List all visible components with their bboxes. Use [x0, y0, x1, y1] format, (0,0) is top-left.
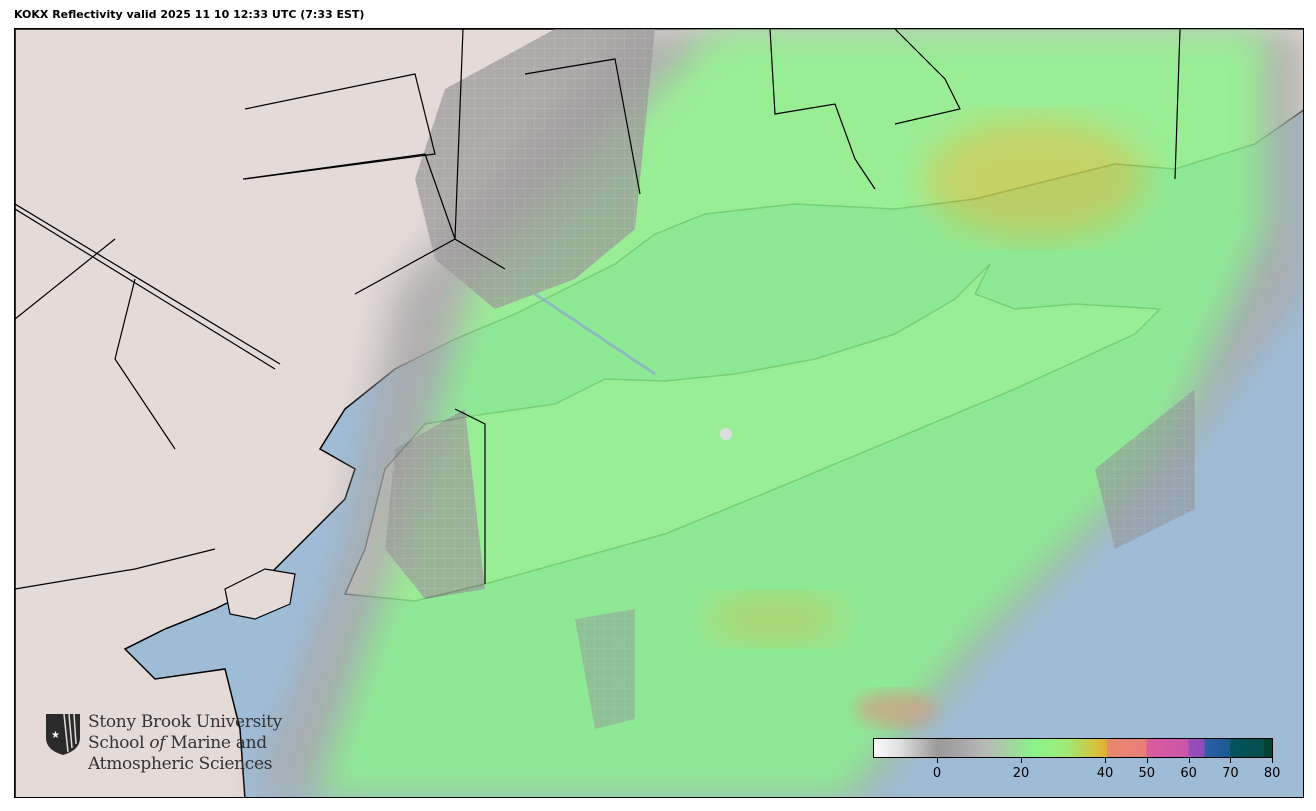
logo-line-2: School of Marine and [88, 733, 282, 754]
colorbar-tick-label: 20 [1012, 766, 1030, 781]
colorbar-tick [1105, 758, 1106, 763]
logo-line-3: Atmospheric Sciences [88, 754, 273, 774]
staten-island [224, 568, 296, 620]
svg-text:★: ★ [51, 730, 60, 741]
colorbar-tick [1272, 758, 1274, 763]
logo-line-2b: of [149, 733, 166, 753]
colorbar-tick [937, 758, 938, 763]
map-title: KOKX Reflectivity valid 2025 11 10 12:33… [14, 8, 365, 21]
colorbar-tick [1230, 758, 1232, 763]
radar-map[interactable] [14, 28, 1304, 798]
reflectivity-colorbar [873, 738, 1273, 758]
logo-line-2a: School [88, 733, 150, 753]
state-borders [15, 29, 1181, 590]
radar-echoes [255, 29, 1303, 797]
radar-site-marker [720, 428, 732, 440]
colorbar-tick-label: 50 [1138, 766, 1156, 781]
map-canvas [15, 29, 1303, 797]
shield-logo-icon: ★ [46, 713, 80, 755]
colorbar-tick-label: 0 [932, 766, 942, 781]
colorbar-tick-label: 60 [1180, 766, 1197, 781]
colorbar-tick [1188, 758, 1190, 763]
colorbar-tick-label: 70 [1222, 766, 1239, 781]
colorbar-tick-label: 80 [1263, 766, 1281, 781]
sbu-somas-logo: ★ Stony Brook University School of Marin… [44, 712, 282, 775]
colorbar-tick [1146, 758, 1148, 763]
logo-line-2c: Marine and [165, 733, 267, 753]
colorbar-tick [1021, 758, 1022, 763]
logo-line-1: Stony Brook University [88, 712, 282, 732]
colorbar-tick-label: 40 [1096, 766, 1114, 781]
